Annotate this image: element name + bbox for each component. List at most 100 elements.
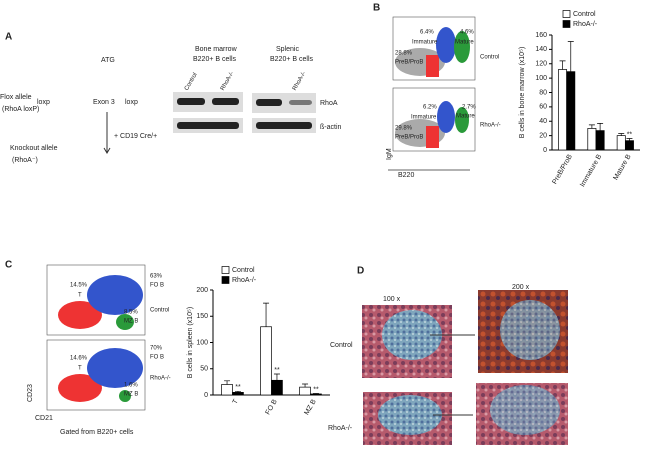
gate-label: MZ B (124, 392, 138, 398)
band (177, 122, 239, 129)
gate-label: RhoA-/- (480, 123, 501, 129)
axis-label: CD21 (35, 415, 53, 422)
legend-label: Control (232, 267, 255, 274)
band (256, 122, 312, 129)
axis-label: IgM (386, 148, 393, 160)
cloud (58, 374, 102, 402)
label: + CD19 Cre/+ (114, 133, 157, 140)
bar (616, 135, 626, 151)
panel-label: B (373, 3, 380, 14)
bar (310, 393, 322, 396)
x-tick-label: PreB/ProB (551, 153, 574, 185)
panel-c: C CD23 CD21 Gated from B220+ cells (5, 260, 146, 436)
bar (587, 128, 597, 151)
label: Splenic (276, 46, 299, 53)
label: ß-actin (320, 124, 342, 131)
error-bar (234, 390, 241, 393)
bar (595, 130, 605, 151)
bar (271, 379, 283, 396)
arrow-head (103, 147, 111, 154)
y-tick-label: 140 (535, 46, 547, 53)
y-tick-label: 0 (204, 392, 208, 399)
error-bar (273, 373, 280, 381)
error-bar (263, 302, 270, 327)
gate-label: 70% (150, 346, 163, 352)
band (256, 99, 282, 106)
blot (173, 92, 243, 112)
cloud (455, 107, 469, 133)
x-tick-label: MZ B (303, 398, 318, 416)
cloud (436, 27, 456, 63)
x-tick-label: Mature B (612, 153, 632, 181)
cloud (119, 390, 131, 402)
error-bar (567, 41, 574, 72)
legend-label: RhoA-/- (573, 21, 598, 28)
y-tick-label: 100 (535, 75, 547, 82)
label: RhoA-/- (328, 425, 353, 432)
cloud (87, 348, 143, 388)
significance: ** (627, 131, 633, 138)
band (289, 100, 312, 105)
gate-label: MZ B (124, 319, 138, 325)
gate-label: 14.6% (70, 356, 88, 362)
gate-label: 6.4% (420, 30, 434, 36)
y-tick-label: 0 (543, 147, 547, 154)
cloud (87, 275, 143, 315)
panel-label: A (5, 32, 12, 43)
y-axis-label: B cells in bone marrow (x10⁵) (519, 47, 526, 139)
gate-label: 29.8% (395, 126, 413, 132)
band (177, 98, 205, 105)
gate-label: PreB/ProB (395, 60, 423, 66)
y-tick-label: 160 (535, 32, 547, 39)
label: Control (330, 342, 353, 349)
gate-label: T (78, 293, 82, 299)
label: loxp (125, 99, 138, 106)
panel-a: A ATG Flox allele (RhoA loxP) loxp Exon … (0, 32, 342, 164)
legend-swatch (562, 20, 571, 28)
bar (566, 71, 576, 151)
error-bar (302, 383, 309, 388)
bar (299, 386, 311, 396)
legend-swatch (221, 276, 230, 284)
x-tick-label: FO B (265, 398, 279, 416)
gate-label: PreB/ProB (395, 135, 423, 141)
gate (426, 55, 439, 77)
gate-label: 8.5% (124, 310, 138, 316)
significance: ** (274, 367, 280, 374)
significance: ** (313, 386, 319, 393)
axis-label: B220 (398, 172, 414, 179)
gate-label: 6.2% (423, 105, 437, 111)
lane-label: Control (184, 72, 199, 92)
label: loxp (37, 99, 50, 106)
blot (252, 93, 316, 113)
panel-label: C (5, 260, 12, 271)
label: (RhoA⁻) (12, 157, 38, 164)
micrograph (382, 310, 442, 360)
y-axis-label: B cells in spleen (x10⁵) (187, 307, 194, 378)
label: Exon 3 (93, 99, 115, 106)
gate-label: T (78, 366, 82, 372)
legend-label: Control (573, 11, 596, 18)
panel-b: B IgM B220 (373, 3, 476, 179)
gate-label: 63% (150, 274, 163, 280)
gate (426, 126, 439, 148)
note: Gated from B220+ cells (60, 429, 134, 436)
gate-label: Control (150, 308, 169, 314)
gate-label: 1.6% (124, 383, 138, 389)
micrograph (500, 300, 560, 360)
error-bar (224, 380, 231, 385)
label: 200 x (512, 284, 530, 291)
gate-label: 28.8% (395, 51, 413, 57)
panel-d: D 100 x 200 x Control RhoA-/- (328, 266, 568, 445)
label: Bone marrow (195, 46, 238, 53)
lane-label: RhoA-/- (220, 71, 236, 92)
legend-swatch (221, 266, 230, 274)
gate-label: FO B (150, 283, 164, 289)
gate-label: 4.6% (460, 30, 474, 36)
error-bar (312, 393, 319, 394)
bar (221, 384, 233, 396)
axis-label: CD23 (27, 384, 34, 402)
y-tick-label: 20 (539, 132, 547, 139)
error-bar (588, 124, 595, 129)
